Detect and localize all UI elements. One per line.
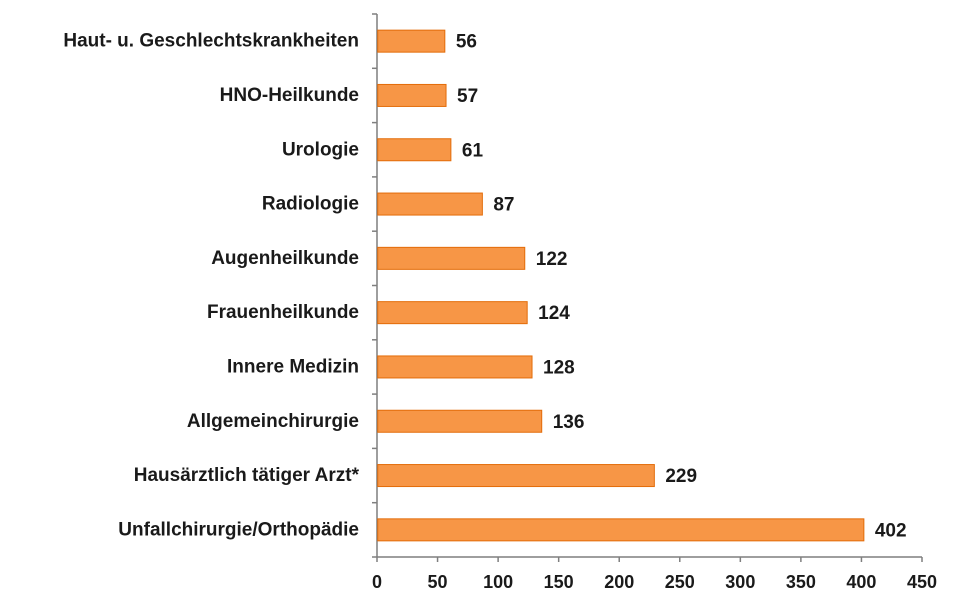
value-label: 61 bbox=[462, 140, 484, 161]
x-tick-label: 400 bbox=[846, 572, 876, 592]
x-tick-label: 100 bbox=[483, 572, 513, 592]
value-label: 136 bbox=[553, 412, 585, 433]
x-tick-label: 250 bbox=[665, 572, 695, 592]
value-label: 122 bbox=[536, 249, 568, 270]
x-tick-label: 200 bbox=[604, 572, 634, 592]
category-label: HNO-Heilkunde bbox=[220, 85, 359, 106]
x-tick-label: 350 bbox=[786, 572, 816, 592]
category-label: Unfallchirurgie/Orthopädie bbox=[118, 519, 359, 540]
bar bbox=[377, 192, 483, 216]
value-label: 57 bbox=[457, 86, 478, 107]
category-label: Radiologie bbox=[262, 194, 359, 215]
category-label: Frauenheilkunde bbox=[207, 302, 359, 323]
category-label: Augenheilkunde bbox=[211, 248, 359, 269]
category-label: Innere Medizin bbox=[227, 356, 359, 377]
bar bbox=[377, 518, 865, 542]
category-label: Allgemeinchirurgie bbox=[187, 411, 359, 432]
x-tick-label: 150 bbox=[544, 572, 574, 592]
x-tick-label: 0 bbox=[372, 572, 382, 592]
bar bbox=[377, 246, 526, 270]
value-label: 87 bbox=[493, 195, 514, 216]
bar bbox=[377, 138, 452, 162]
bars-group: Haut- u. Geschlechtskrankheiten 56 HNO-Hei… bbox=[63, 29, 907, 542]
value-label: 128 bbox=[543, 357, 575, 378]
x-tick-label: 50 bbox=[428, 572, 448, 592]
bar bbox=[377, 83, 447, 107]
value-label: 402 bbox=[875, 520, 907, 541]
value-label: 229 bbox=[665, 466, 697, 487]
category-label: Haut- u. Geschlechtskrankheiten bbox=[63, 31, 359, 52]
category-label: Hausärztlich tätiger Arzt* bbox=[134, 465, 360, 486]
bar bbox=[377, 29, 446, 53]
value-label: 124 bbox=[538, 303, 570, 324]
category-label: Urologie bbox=[282, 139, 359, 160]
value-label: 56 bbox=[456, 32, 477, 53]
x-tick-label: 450 bbox=[907, 572, 937, 592]
bar bbox=[377, 301, 528, 325]
bar bbox=[377, 409, 543, 433]
bar bbox=[377, 355, 533, 379]
ticks-group: 0 50 100 150 200 250 300 350 400 450 bbox=[372, 13, 937, 592]
bar bbox=[377, 464, 655, 488]
x-tick-label: 300 bbox=[725, 572, 755, 592]
